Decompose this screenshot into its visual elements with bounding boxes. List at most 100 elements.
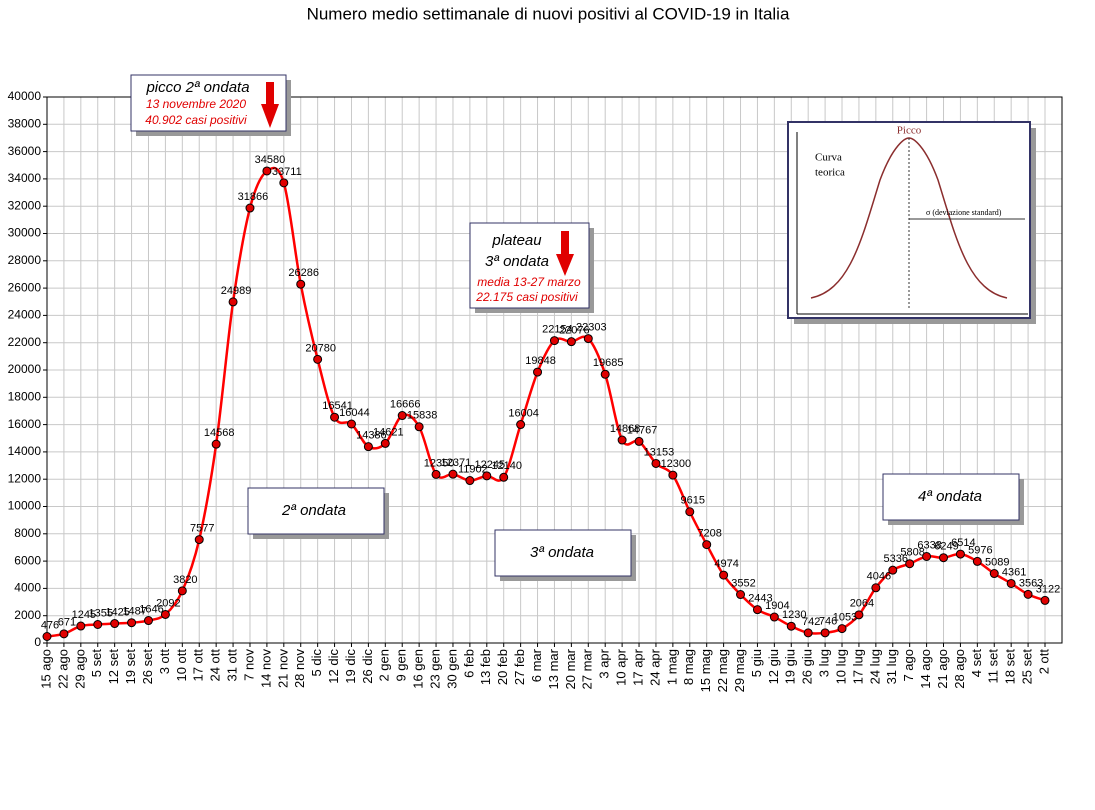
x-tick-label: 31 lug	[884, 649, 899, 684]
data-label: 26286	[288, 267, 319, 279]
point	[651, 458, 661, 468]
point	[752, 605, 762, 615]
y-tick-label: 38000	[8, 116, 42, 130]
point	[160, 609, 170, 619]
point	[448, 469, 458, 479]
point	[414, 422, 424, 432]
point	[482, 471, 492, 481]
data-label: 12245	[474, 459, 505, 471]
data-label: 12300	[661, 458, 692, 470]
point	[330, 412, 340, 422]
data-label: 3552	[731, 577, 755, 589]
point	[736, 590, 746, 600]
x-tick-label: 24 apr	[647, 648, 662, 686]
data-label: 5089	[985, 556, 1009, 568]
x-tick-label: 13 feb	[478, 649, 493, 685]
data-label: 2092	[156, 597, 180, 609]
data-label: 2443	[748, 593, 772, 605]
y-tick-label: 10000	[8, 499, 42, 513]
point	[600, 369, 610, 379]
point	[279, 178, 289, 188]
point	[93, 620, 103, 630]
data-label: 6338	[917, 539, 941, 551]
x-tick-label: 7 ago	[901, 649, 916, 682]
point	[702, 540, 712, 550]
x-tick-label: 19 set	[123, 649, 138, 685]
x-tick-label: 1 mag	[664, 649, 679, 685]
data-label: 4974	[714, 558, 738, 570]
annotation: media 13-27 marzo	[477, 275, 581, 289]
data-label: 3122	[1036, 583, 1060, 595]
x-tick-label: 4 set	[969, 649, 984, 678]
data-label: 16666	[390, 398, 421, 410]
data-label: 14767	[627, 424, 658, 436]
x-tick-label: 20 feb	[495, 649, 510, 685]
point	[685, 507, 695, 517]
x-tick-label: 31 ott	[225, 649, 240, 682]
point	[617, 435, 627, 445]
x-tick-label: 11 set	[986, 649, 1001, 684]
point	[854, 610, 864, 620]
y-tick-label: 0	[34, 635, 41, 649]
point	[59, 629, 69, 639]
data-label: 4361	[1002, 566, 1026, 578]
y-tick-label: 32000	[8, 198, 42, 212]
point	[905, 559, 915, 569]
x-tick-label: 26 set	[140, 649, 155, 685]
point	[346, 419, 356, 429]
point	[922, 551, 932, 561]
inset-label: Curva	[815, 152, 842, 164]
annotation: 13 novembre 2020	[146, 97, 246, 111]
annotation-box	[882, 473, 1020, 521]
point	[769, 612, 779, 622]
point	[533, 367, 543, 377]
x-tick-label: 10 lug	[833, 649, 848, 684]
x-tick-label: 10 apr	[614, 648, 629, 686]
data-label: 24989	[221, 285, 252, 297]
x-tick-label: 6 mar	[529, 648, 544, 682]
data-label: 2064	[850, 598, 874, 610]
data-label: 20780	[305, 342, 336, 354]
x-tick-label: 19 giu	[783, 649, 798, 684]
y-tick-label: 14000	[8, 444, 42, 458]
x-tick-label: 17 apr	[630, 648, 645, 686]
data-label: 3563	[1019, 577, 1043, 589]
data-label: 12140	[491, 460, 522, 472]
y-tick-label: 12000	[8, 471, 42, 485]
point	[296, 279, 306, 289]
data-label: 1230	[782, 609, 806, 621]
x-tick-label: 20 mar	[563, 648, 578, 689]
inset-label: teorica	[815, 167, 845, 179]
point	[211, 439, 221, 449]
y-tick-label: 24000	[8, 308, 42, 322]
x-tick-label: 21 ago	[935, 649, 950, 689]
x-tick-label: 22 ago	[55, 649, 70, 689]
inset-label: σ (deviazione standard)	[926, 208, 1002, 217]
x-tick-label: 12 giu	[766, 649, 781, 684]
point	[76, 621, 86, 631]
data-label: 16541	[322, 400, 353, 412]
data-label: 33711	[272, 166, 302, 178]
point	[499, 472, 509, 482]
data-label: 746	[819, 616, 837, 628]
y-tick-label: 20000	[8, 362, 42, 376]
x-tick-label: 24 lug	[867, 649, 882, 684]
data-label: 14386	[356, 430, 387, 442]
point	[465, 476, 475, 486]
x-tick-label: 22 mag	[715, 649, 730, 692]
x-tick-label: 23 gen	[427, 649, 442, 689]
data-label: 16044	[339, 407, 370, 419]
annotations: picco 2ª ondata 13 novembre 2020 40.902 …	[130, 74, 1036, 581]
data-label: 16004	[508, 407, 539, 419]
x-tick-label: 12 set	[106, 649, 121, 685]
y-tick-label: 36000	[8, 144, 42, 158]
x-tick-label: 17 ott	[191, 649, 206, 682]
point	[42, 632, 52, 642]
point	[871, 583, 881, 593]
y-tick-label: 26000	[8, 280, 42, 294]
x-tick-label: 15 ago	[38, 649, 53, 689]
point	[313, 354, 323, 364]
annotation: picco 2ª ondata	[145, 79, 249, 96]
point	[989, 569, 999, 579]
arrow	[261, 82, 279, 128]
